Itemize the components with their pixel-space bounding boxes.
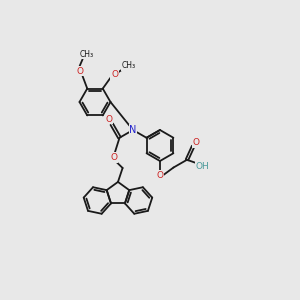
Text: CH₃: CH₃ [122,61,136,70]
Text: O: O [76,67,83,76]
Text: O: O [193,138,200,147]
Text: O: O [111,70,118,79]
Text: OH: OH [196,162,209,171]
Text: O: O [105,115,112,124]
Text: N: N [129,125,137,135]
Text: O: O [110,153,117,162]
Text: O: O [157,171,164,180]
Text: CH₃: CH₃ [80,50,94,59]
